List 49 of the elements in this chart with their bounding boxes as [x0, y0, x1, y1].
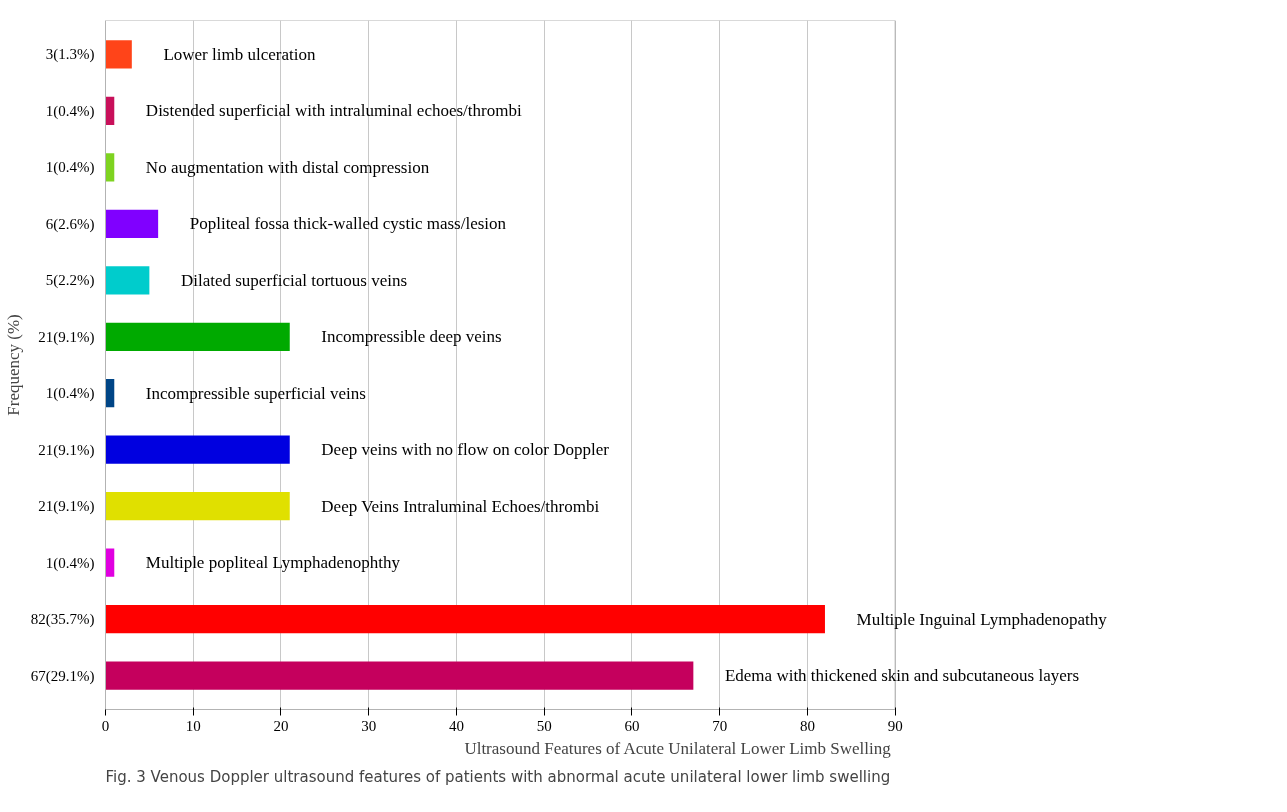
y-tick-label: 1(0.4%) [45, 102, 95, 120]
y-tick-label: 1(0.4%) [45, 159, 95, 177]
x-tick-label: 40 [448, 717, 464, 734]
annotation: No augmentation with distal compression [145, 157, 430, 177]
annotation: Multiple Inguinal Lymphadenopathy [856, 609, 1108, 629]
bar [105, 266, 150, 295]
annotation: Incompressible deep veins [321, 327, 502, 347]
y-tick-label: 1(0.4%) [45, 554, 95, 572]
x-axis-title: Ultrasound Features of Acute Unilateral Lower Limb Swelling [464, 738, 892, 758]
y-tick-label: 3(1.3%) [45, 46, 95, 64]
x-tick-label: 50 [536, 717, 552, 734]
x-tick-label: 80 [799, 717, 815, 734]
y-tick-label: 5(2.2%) [45, 272, 95, 290]
bar [105, 661, 694, 690]
y-tick-label: 21(9.1%) [38, 328, 95, 346]
bar [105, 435, 290, 464]
annotation: Distended superficial with intraluminal echoes/thrombi [145, 101, 522, 121]
y-tick-label: 1(0.4%) [45, 385, 95, 403]
bar [105, 605, 825, 634]
y-tick-label: 82(35.7%) [30, 611, 95, 629]
annotation: Deep veins with no flow on color Doppler [321, 440, 610, 460]
bar [105, 492, 290, 521]
x-tick-label: 60 [624, 717, 640, 734]
annotation: Edema with thickened skin and subcutaneous layers [724, 666, 1080, 686]
annotation: Popliteal fossa thick-walled cystic mass/lesion [189, 214, 507, 234]
annotation: Incompressible superficial veins [145, 383, 366, 403]
bar [105, 322, 290, 351]
x-tick-label: 0 [101, 717, 110, 734]
bar [105, 40, 132, 69]
y-tick-label: 67(29.1%) [30, 667, 95, 685]
annotation: Deep Veins Intraluminal Echoes/thrombi [321, 496, 600, 516]
bar [105, 379, 115, 408]
x-tick-label: 10 [185, 717, 201, 734]
y-tick-label: 6(2.6%) [45, 215, 95, 233]
x-tick-label: 30 [361, 717, 377, 734]
y-axis-title: Frequency (%) [3, 314, 23, 416]
bar [105, 548, 115, 577]
bar [105, 209, 159, 238]
annotation: Dilated superficial tortuous veins [180, 270, 408, 290]
x-tick-label: 20 [273, 717, 289, 734]
y-tick-label: 21(9.1%) [38, 441, 95, 459]
annotation: Lower limb ulceration [163, 44, 316, 64]
caption: Fig. 3 Venous Doppler ultrasound features of patients with abnormal acute unilateral lower limb swelling [105, 767, 891, 786]
x-tick-label: 70 [712, 717, 728, 734]
bar [105, 96, 115, 125]
annotation: Multiple popliteal Lymphadenophthy [145, 553, 401, 573]
y-tick-label: 21(9.1%) [38, 498, 95, 516]
bar [105, 153, 115, 182]
x-tick-label: 90 [887, 717, 903, 734]
